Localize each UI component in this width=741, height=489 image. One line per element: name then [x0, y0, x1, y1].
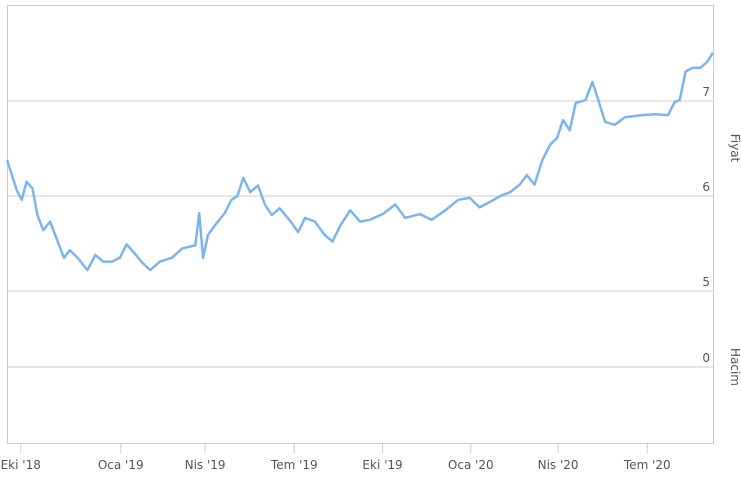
x-tick-label: Oca '20	[448, 458, 494, 472]
x-tick-label: Eki '19	[362, 458, 402, 472]
y-tick-label: 7	[702, 85, 710, 99]
y2-axis-title: Hacim	[728, 348, 741, 386]
y-tick-label: 6	[702, 180, 710, 194]
y-tick-label: 5	[702, 275, 710, 289]
plot-frame	[7, 5, 714, 444]
x-tick-label: Nis '20	[538, 458, 579, 472]
x-tick-label: Eki '18	[1, 458, 41, 472]
x-tick-label: Tem '20	[623, 458, 671, 472]
x-tick-label: Nis '19	[185, 458, 226, 472]
x-tick-label: Tem '19	[270, 458, 318, 472]
price-line	[5, 51, 715, 272]
y-axis-title: Fiyat	[728, 134, 741, 163]
x-tick-label: Oca '19	[98, 458, 144, 472]
y2-tick-label: 0	[702, 351, 710, 365]
